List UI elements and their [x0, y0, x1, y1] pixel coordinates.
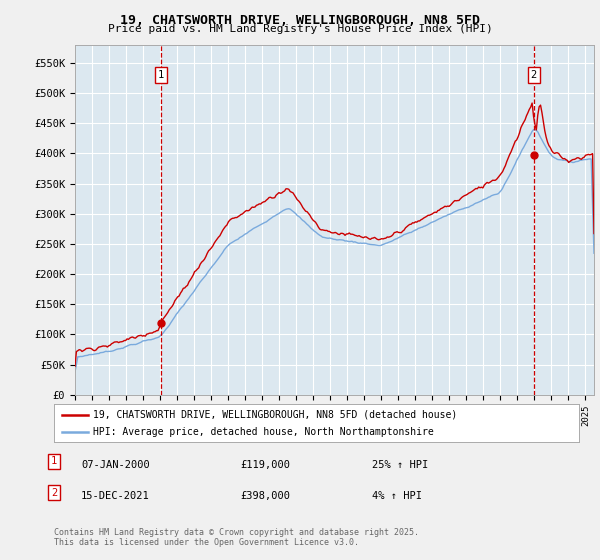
Text: 19, CHATSWORTH DRIVE, WELLINGBOROUGH, NN8 5FD: 19, CHATSWORTH DRIVE, WELLINGBOROUGH, NN… — [120, 14, 480, 27]
Text: 2: 2 — [51, 488, 57, 498]
Text: 25% ↑ HPI: 25% ↑ HPI — [372, 460, 428, 470]
Text: Price paid vs. HM Land Registry's House Price Index (HPI): Price paid vs. HM Land Registry's House … — [107, 24, 493, 34]
Text: 19, CHATSWORTH DRIVE, WELLINGBOROUGH, NN8 5FD (detached house): 19, CHATSWORTH DRIVE, WELLINGBOROUGH, NN… — [94, 409, 458, 419]
Text: 15-DEC-2021: 15-DEC-2021 — [81, 491, 150, 501]
Text: £119,000: £119,000 — [240, 460, 290, 470]
Text: 2: 2 — [530, 70, 537, 80]
Text: 1: 1 — [51, 456, 57, 466]
Text: Contains HM Land Registry data © Crown copyright and database right 2025.
This d: Contains HM Land Registry data © Crown c… — [54, 528, 419, 547]
Text: 4% ↑ HPI: 4% ↑ HPI — [372, 491, 422, 501]
Text: £398,000: £398,000 — [240, 491, 290, 501]
Text: 1: 1 — [158, 70, 164, 80]
Text: HPI: Average price, detached house, North Northamptonshire: HPI: Average price, detached house, Nort… — [94, 427, 434, 437]
Text: 07-JAN-2000: 07-JAN-2000 — [81, 460, 150, 470]
